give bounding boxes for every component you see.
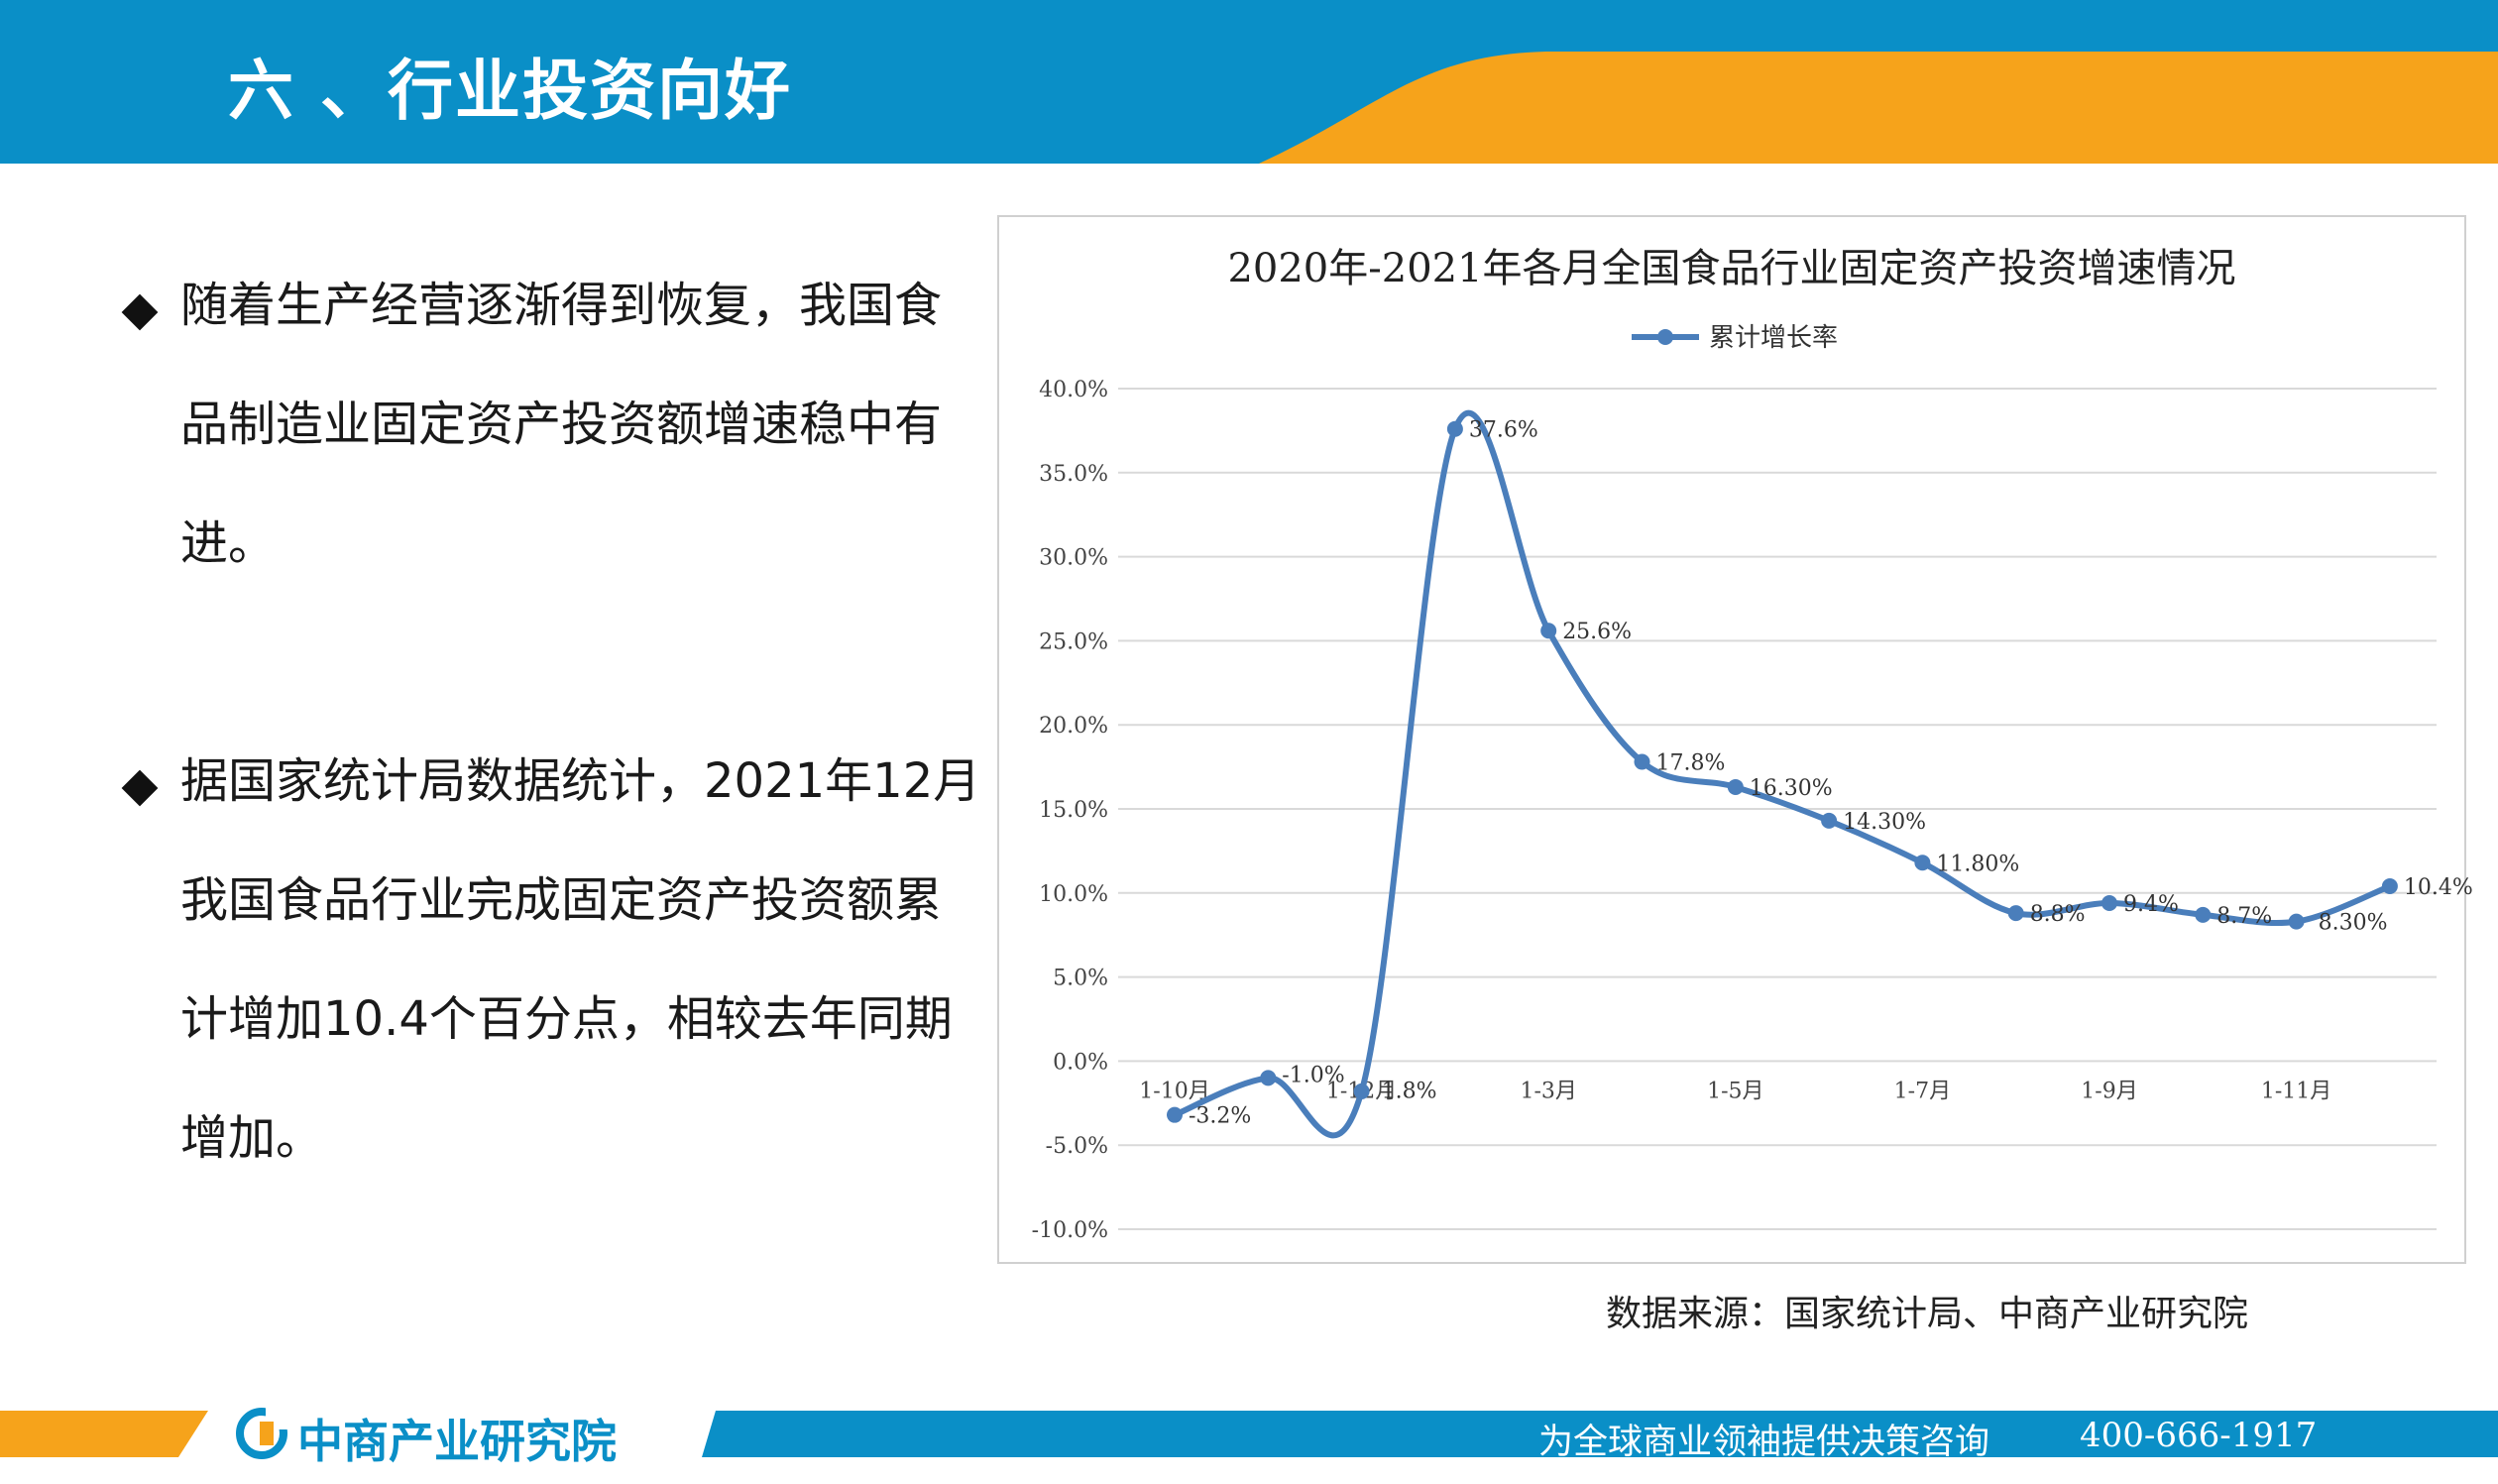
page-title: 六 、行业投资向好: [228, 53, 792, 129]
data-label: 8.7%: [2216, 904, 2272, 929]
y-tick-label: 40.0%: [1039, 378, 1108, 402]
data-label: 10.4%: [2404, 875, 2473, 900]
data-point: [2101, 894, 2117, 911]
data-point: [1446, 420, 1463, 437]
footer-phone: 400-666-1917: [2080, 1416, 2318, 1455]
data-label: 8.8%: [2030, 902, 2086, 927]
y-tick-label: 30.0%: [1039, 546, 1108, 571]
y-tick-label: 25.0%: [1039, 629, 1108, 654]
legend-label: 累计增长率: [1709, 323, 1838, 353]
data-point: [1821, 812, 1838, 829]
chart-title: 2020年-2021年各月全国食品行业固定资产投资增速情况: [1227, 246, 2236, 291]
y-tick-label: 5.0%: [1053, 967, 1108, 991]
bullet-1-line-1: 随着生产经营逐渐得到恢复，我国食: [180, 278, 943, 333]
data-label: 37.6%: [1469, 418, 1538, 443]
data-label: 14.30%: [1843, 810, 1926, 835]
bullet-2-line-4: 增加。: [180, 1110, 324, 1166]
data-label: 9.4%: [2123, 892, 2179, 917]
data-point: [2381, 878, 2398, 895]
x-tick-label: 1-5月: [1707, 1079, 1763, 1103]
y-tick-label: 0.0%: [1053, 1050, 1108, 1075]
y-tick-label: 10.0%: [1039, 882, 1108, 907]
x-tick-label: 1-9月: [2081, 1079, 2137, 1103]
data-label: 8.30%: [2319, 911, 2388, 936]
bullet-2-line-3: 计增加10.4个百分点，相较去年同期: [180, 991, 953, 1047]
data-point: [2007, 905, 2024, 922]
y-tick-label: -10.0%: [1032, 1218, 1108, 1243]
x-tick-label: 1-3月: [1520, 1079, 1576, 1103]
bullet-1-line-2: 品制造业固定资产投资额增速稳中有: [180, 397, 943, 452]
data-point: [1634, 753, 1650, 770]
data-label: 25.6%: [1562, 620, 1632, 644]
data-label: -1.0%: [1282, 1063, 1344, 1087]
bullet-1-line-3: 进。: [180, 515, 277, 571]
header-accent-swoosh: [1259, 52, 2498, 164]
data-point: [1260, 1070, 1277, 1086]
data-label: 11.80%: [1936, 852, 2019, 876]
legend-marker: [1657, 329, 1673, 345]
y-tick-label: 35.0%: [1039, 462, 1108, 487]
data-point: [2195, 906, 2212, 923]
chart-frame: [997, 215, 2466, 1264]
bullet-2-line-2: 我国食品行业完成固定资产投资额累: [180, 872, 943, 928]
data-label: 17.8%: [1656, 751, 1726, 776]
data-label: 1.8%: [1382, 1079, 1437, 1103]
x-tick-label: 1-11月: [2261, 1079, 2331, 1103]
data-point: [1540, 623, 1557, 639]
y-tick-label: 20.0%: [1039, 714, 1108, 739]
x-tick-label: 1-7月: [1894, 1079, 1951, 1103]
footer-logo-text: 中商产业研究院: [297, 1415, 617, 1468]
footer-slogan: 为全球商业领袖提供决策咨询: [1538, 1423, 1990, 1462]
data-point: [2288, 913, 2305, 930]
y-tick-label: -5.0%: [1046, 1134, 1108, 1159]
data-point: [1167, 1106, 1183, 1123]
data-label: 16.30%: [1750, 776, 1833, 801]
source-note: 数据来源：国家统计局、中商产业研究院: [1606, 1294, 2249, 1334]
x-tick-label: 1-10月: [1139, 1079, 1209, 1103]
data-point: [1727, 778, 1744, 795]
data-point: [1353, 1083, 1370, 1099]
data-point: [1914, 855, 1931, 871]
bullet-2-line-1: 据国家统计局数据统计，2021年12月: [180, 753, 981, 809]
y-tick-label: 15.0%: [1039, 798, 1108, 823]
data-label: -3.2%: [1189, 1104, 1251, 1129]
logo-mark-icon: [236, 1408, 291, 1459]
